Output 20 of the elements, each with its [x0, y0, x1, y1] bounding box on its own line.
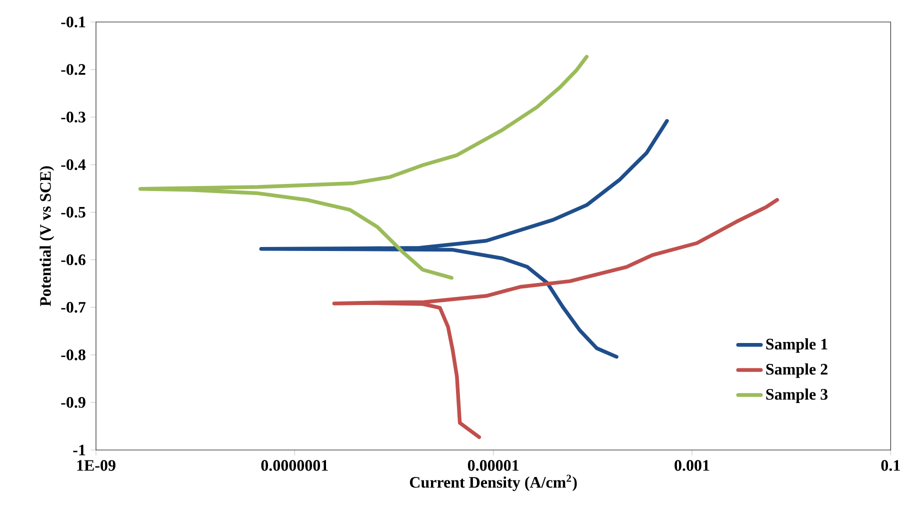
- x-tick-label: 0.0000001: [261, 460, 328, 471]
- y-tick-label: -0.9: [61, 397, 86, 408]
- y-axis-title: Potential (V vs SCE): [40, 166, 54, 306]
- y-tick-label: -0.7: [61, 302, 86, 313]
- x-tick-label: 0.001: [674, 460, 710, 471]
- legend-label: Sample 3: [766, 388, 828, 404]
- y-tick-label: -0.1: [61, 16, 86, 28]
- legend-label: Sample 1: [766, 338, 828, 353]
- x-tick-label: 0.1: [881, 460, 900, 471]
- x-tick-label: 1E-09: [77, 460, 116, 471]
- y-tick-label: -0.8: [61, 349, 86, 360]
- y-tick-label: -0.2: [61, 64, 86, 75]
- y-tick-label: -0.6: [61, 254, 86, 266]
- y-tick-label: -0.4: [61, 159, 86, 170]
- legend-label: Sample 2: [766, 363, 828, 378]
- x-tick-label: 0.00001: [468, 460, 518, 471]
- y-tick-label: -1: [73, 444, 86, 456]
- y-tick-label: -0.3: [61, 112, 86, 123]
- y-tick-label: -0.5: [61, 206, 86, 218]
- x-axis-title: Current Density (A/cm$^{2}$): [410, 474, 577, 492]
